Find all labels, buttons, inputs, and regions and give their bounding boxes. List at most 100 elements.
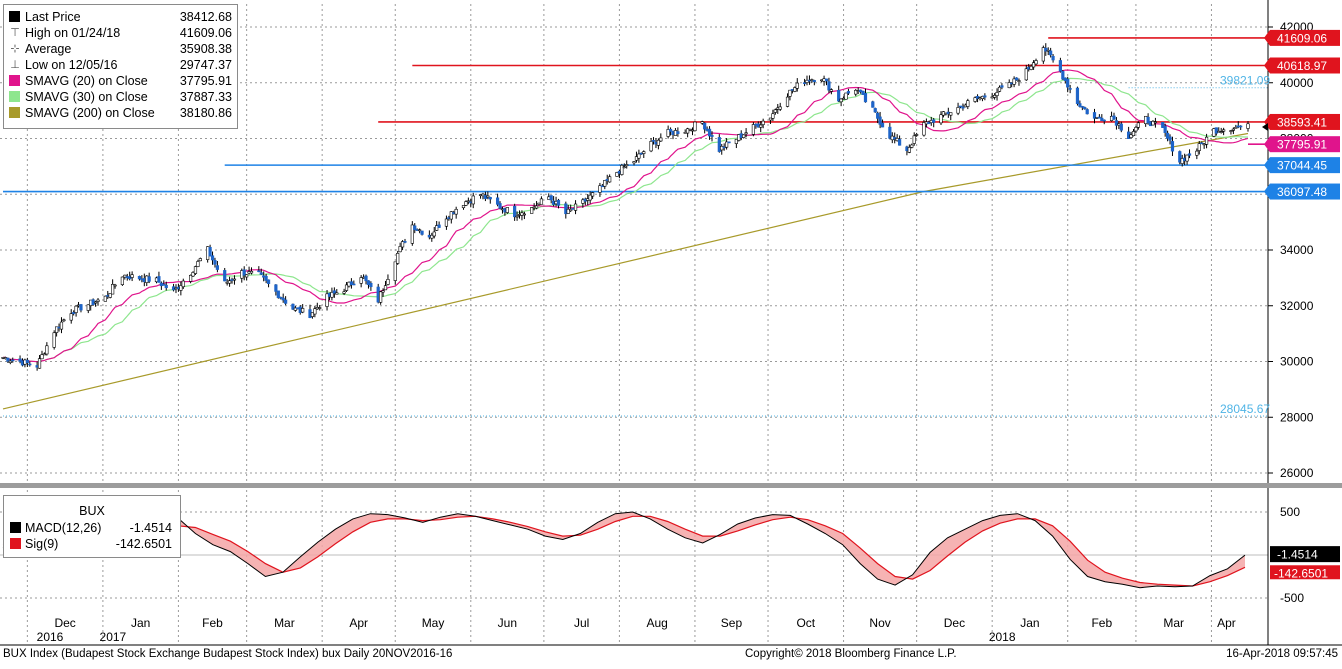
price-bar-body [181,280,185,288]
price-bar-body [659,137,663,142]
legend-average: ⊹ Average 35908.38 [10,42,232,56]
value-tags: 41609.06 40618.97 39821.09 38593.41 37795.91… [1220,29,1340,580]
price-bar-body [829,89,833,92]
price-bar-body [403,241,407,243]
price-bar-body [725,141,729,148]
price-bar-body [498,203,502,209]
price-bar-body [249,270,254,274]
price-bar-body [1049,50,1053,56]
price-bar-body [189,274,193,282]
price-bar-body [281,297,285,301]
price-bar-body [569,208,573,212]
price-bar-body [1161,122,1165,128]
price-bar-body [778,106,782,110]
value-tag [1270,57,1340,74]
footer-timestamp: 16-Apr-2018 09:57:45 [1226,648,1338,660]
price-bar-body [410,224,414,244]
price-bar-body [1129,134,1133,138]
price-bar-body [130,274,134,278]
price-bar-body [515,215,519,218]
price-bar-body [727,141,731,144]
price-bar-body [213,260,217,265]
price-bar-body [876,112,880,119]
value-tag-label: 38593.41 [1277,115,1327,129]
legend-high: ⊤ High on 01/24/18 41609.06 [10,26,232,40]
price-bar-body [666,129,670,137]
price-bar-body [418,229,422,232]
legend-sma200: SMAVG (200) on Close 38180.86 [8,105,232,121]
y-tick-label: 32000 [1280,299,1314,313]
price-bar-body [435,225,439,231]
price-bar-body [86,304,90,311]
legend-macd: MACD(12,26) -1.4514 [8,520,172,536]
price-bar-body [768,117,773,121]
price-bar-body [993,95,997,98]
price-bar-body [72,312,76,314]
price-bar-body [939,114,943,124]
price-bar-body [1131,131,1136,137]
value-tag [1270,113,1340,130]
price-bars [1,43,1250,371]
x-tick-label: May [422,616,445,630]
value-tag-pointer [1264,113,1270,130]
price-bar-body [55,326,59,333]
price-bar-body [1219,131,1223,133]
price-bar-body [615,172,619,177]
legend-signal: Sig(9) -142.6501 [8,536,172,552]
price-bar-body [398,246,402,253]
x-tick-label: Apr [1217,616,1236,630]
price-bar-body [863,93,868,103]
price-bar-body [824,78,829,82]
price-bar-body [481,193,485,197]
price-bar-body [59,321,64,330]
price-bar-body [325,293,329,307]
price-bar-body [997,86,1002,92]
price-bar-body [980,95,985,100]
price-bar-body [383,285,388,291]
price-bar-body [6,357,10,362]
price-bar-body [123,274,127,278]
price-bar-body [734,138,738,144]
price-bar-body [1151,120,1155,126]
value-tag-label: 36097.48 [1277,185,1327,199]
value-tag [1270,29,1340,46]
price-bar-body [1080,106,1084,108]
price-bar-body [703,122,707,130]
price-bar-body [827,81,831,91]
price-bar-body [1197,143,1201,151]
price-bar-body [949,112,953,116]
price-bar-body [259,272,263,275]
signal-line [2,515,1246,587]
price-bar-body [69,313,73,321]
price-bar-body [513,205,517,218]
price-bar-body [103,295,107,302]
x-tick-label: Feb [202,616,223,630]
price-bar-body [880,122,885,128]
price-bar-body [861,90,865,95]
price-bar-body [62,319,66,322]
price-bar-body [495,197,500,205]
price-bar-body [400,241,405,248]
price-bar-body [1102,119,1106,122]
price-bar-body [210,255,215,261]
legend-last-price: Last Price 38412.68 [8,9,232,25]
price-bar-body [656,139,660,146]
price-bar-body [366,280,371,285]
price-bar-body [581,199,585,204]
price-bar-body [37,358,42,369]
price-bar-body [257,270,261,273]
price-bar-body [310,312,315,317]
price-bar-body [651,140,656,142]
price-bar-body [907,147,911,153]
price-bar-body [40,354,44,360]
price-bar-body [162,283,166,286]
price-bar-body [466,200,470,203]
price-bar-body [785,96,790,107]
value-tag-pointer [1264,157,1270,174]
price-bar-body [461,205,466,209]
x-tick-label: Jan [1020,616,1039,630]
price-bar-body [111,284,115,295]
x-tick-label: Oct [796,616,815,630]
x-tick-label: Aug [646,616,667,630]
price-bar-body [625,164,629,167]
